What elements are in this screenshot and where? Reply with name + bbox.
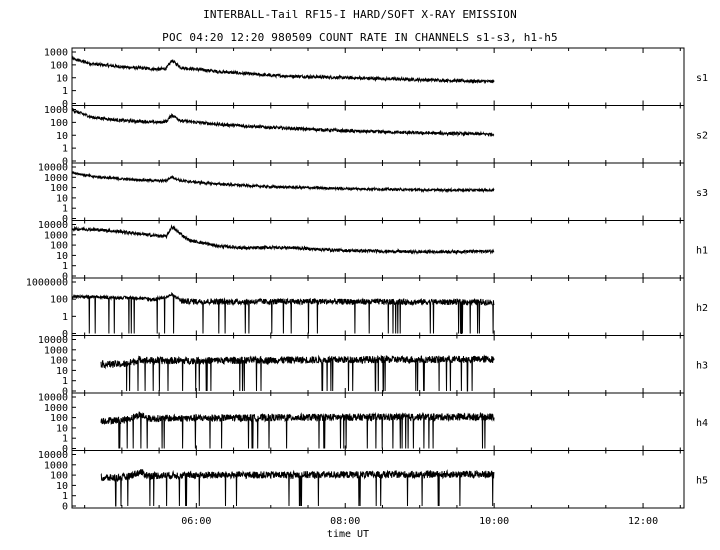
y-tick-label-s3-2: 100	[50, 183, 68, 194]
panel-frame-s3	[71, 162, 685, 221]
y-tick-label-s1-3: 1	[62, 86, 68, 97]
panel-label-h5: h5	[696, 475, 708, 486]
panel-label-s2: s2	[696, 130, 708, 141]
x-tick-label-1: 08:00	[330, 516, 360, 527]
series-line-s1	[71, 55, 495, 85]
y-tick-label-h1-4: 1	[62, 261, 68, 272]
series-line-s2	[71, 106, 495, 138]
y-tick-label-h2-0: 1000000	[26, 278, 68, 289]
y-tick-label-s2-0: 1000	[44, 105, 68, 116]
series-line-h5	[100, 469, 495, 507]
y-tick-label-s3-3: 10	[56, 193, 68, 204]
panel-label-h2: h2	[696, 303, 708, 314]
y-tick-label-s3-1: 1000	[44, 173, 68, 184]
y-tick-label-h4-3: 10	[56, 423, 68, 434]
y-tick-label-h4-0: 10000	[38, 393, 68, 404]
x-tick-label-0: 06:00	[181, 516, 211, 527]
y-tick-label-h4-1: 1000	[44, 403, 68, 414]
chart-title: INTERBALL-Tail RF15-I HARD/SOFT X-RAY EM…	[203, 8, 517, 21]
chart-subtitle: POC 04:20 12:20 980509 COUNT RATE IN CHA…	[162, 31, 558, 44]
y-tick-label-h2-2: 1	[62, 312, 68, 323]
panel-label-s3: s3	[696, 188, 708, 199]
series-line-h1	[71, 224, 495, 256]
panel-frame-h1	[71, 220, 685, 279]
y-tick-label-h3-5: 0	[62, 387, 68, 398]
y-tick-label-h5-1: 1000	[44, 460, 68, 471]
x-tick-label-3: 12:00	[628, 516, 658, 527]
x-axis-label: time UT	[327, 529, 369, 540]
y-tick-label-h2-1: 100	[50, 295, 68, 306]
panel-frame-h2	[71, 277, 685, 336]
y-tick-label-h3-4: 1	[62, 376, 68, 387]
y-tick-label-s1-1: 100	[50, 60, 68, 71]
y-tick-label-h3-3: 10	[56, 366, 68, 377]
panel-label-h4: h4	[696, 418, 708, 429]
panel-frame-s2	[71, 105, 685, 164]
panel-label-s1: s1	[696, 73, 708, 84]
y-tick-label-s2-3: 1	[62, 144, 68, 155]
y-tick-label-h5-2: 100	[50, 471, 68, 482]
series-line-s3	[71, 170, 495, 194]
y-tick-label-s3-4: 1	[62, 204, 68, 215]
y-tick-label-s1-2: 10	[56, 73, 68, 84]
y-tick-label-h5-0: 10000	[38, 450, 68, 461]
series-line-h3	[100, 354, 495, 392]
y-tick-label-h5-5: 0	[62, 502, 68, 513]
y-tick-label-h2-3: 0	[62, 329, 68, 340]
y-tick-label-s3-5: 0	[62, 214, 68, 225]
y-tick-label-h1-5: 0	[62, 272, 68, 283]
series-line-h2	[71, 291, 495, 334]
y-tick-label-h3-1: 1000	[44, 345, 68, 356]
y-tick-label-h1-0: 10000	[38, 220, 68, 231]
y-tick-label-h3-0: 10000	[38, 335, 68, 346]
y-tick-label-s1-4: 0	[62, 99, 68, 110]
panel-frame-s1	[71, 47, 685, 106]
y-tick-label-s2-4: 0	[62, 157, 68, 168]
panel-label-h3: h3	[696, 360, 708, 371]
y-tick-label-h4-4: 1	[62, 434, 68, 445]
x-tick-label-2: 10:00	[479, 516, 509, 527]
y-tick-label-h5-4: 1	[62, 491, 68, 502]
y-tick-label-h4-5: 0	[62, 444, 68, 455]
panel-frame-h5	[71, 450, 685, 509]
y-tick-label-s1-0: 1000	[44, 48, 68, 59]
panel-label-h1: h1	[696, 245, 708, 256]
y-tick-label-h3-2: 100	[50, 356, 68, 367]
y-tick-label-s2-2: 10	[56, 131, 68, 142]
y-tick-label-h5-3: 10	[56, 481, 68, 492]
series-line-h4	[100, 411, 495, 449]
y-tick-label-s3-0: 10000	[38, 163, 68, 174]
y-tick-label-h1-3: 10	[56, 251, 68, 262]
y-tick-label-h1-1: 1000	[44, 230, 68, 241]
y-tick-label-h4-2: 100	[50, 413, 68, 424]
y-tick-label-h1-2: 100	[50, 241, 68, 252]
y-tick-label-s2-1: 100	[50, 118, 68, 129]
